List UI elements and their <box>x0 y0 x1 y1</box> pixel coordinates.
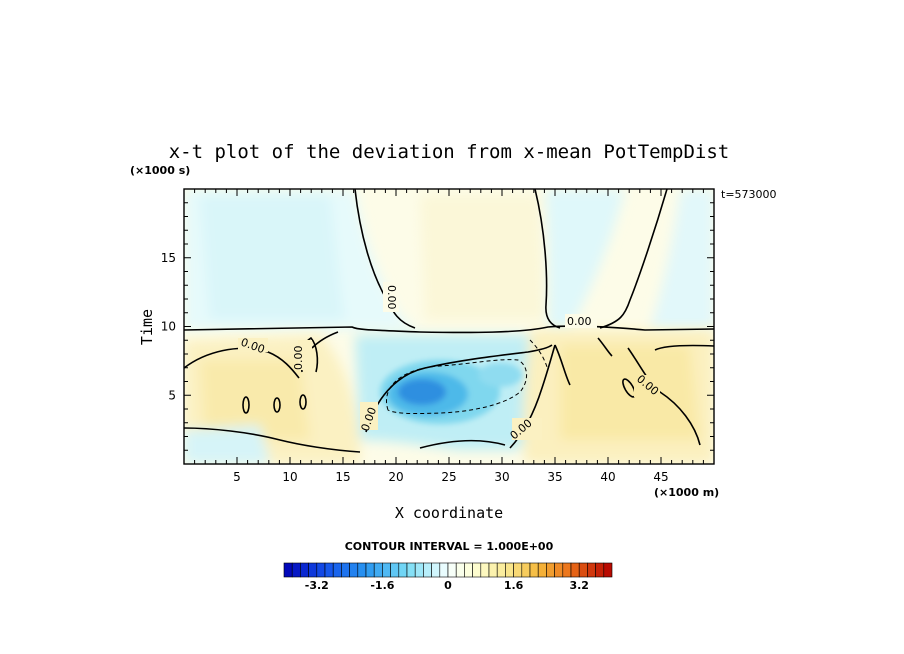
field-upper-right-cold <box>650 189 714 330</box>
x-tick-label: 30 <box>494 470 509 484</box>
colorbar-cell <box>382 562 391 578</box>
x-axis-title: X coordinate <box>395 504 503 522</box>
colorbar-cell <box>513 562 523 578</box>
colorbar-cell <box>390 562 400 578</box>
colorbar-cell <box>505 562 514 578</box>
colorbar-cell <box>373 562 383 578</box>
colorbar-tick-label: -3.2 <box>305 579 329 592</box>
contour-right <box>627 347 701 446</box>
contour-small-ellipse-1 <box>242 396 250 414</box>
colorbar-cell <box>554 562 564 578</box>
colorbar-cell <box>357 562 367 578</box>
colorbar-cell <box>365 562 375 578</box>
colorbar-cell <box>562 562 572 578</box>
contour-mid-vertical <box>554 344 571 386</box>
colorbar-cell <box>529 562 539 578</box>
contour-small-ellipse-2 <box>273 397 281 413</box>
colorbar-cell <box>324 562 334 578</box>
colorbar-cell <box>398 562 408 578</box>
colorbar-cell <box>341 562 350 578</box>
x-tick-label: 25 <box>441 470 456 484</box>
colorbar-cell <box>595 562 605 578</box>
contour-upper-mid-left <box>534 189 561 329</box>
contour-interval-text: CONTOUR INTERVAL = 1.000E+00 <box>345 540 554 553</box>
y-units-label: (×1000 s) <box>130 164 190 177</box>
colorbar-cell <box>455 562 465 578</box>
contour-lower-left-2 <box>311 331 339 349</box>
colorbar-cell <box>349 562 359 578</box>
contour-bottom-left <box>184 427 361 453</box>
colorbar <box>283 562 613 578</box>
x-tick-label: 10 <box>282 470 297 484</box>
colorbar-cell <box>308 562 318 578</box>
contour-label-4: 0.00 <box>292 346 305 371</box>
colorbar-cell <box>300 562 309 578</box>
colorbar-cell <box>603 562 613 578</box>
cold-core-inner <box>398 379 446 405</box>
colorbar-cell <box>537 562 547 578</box>
contour-right-fragment <box>597 337 613 357</box>
field-lower-left-warm-core <box>200 360 310 440</box>
field-lower-right-warm-core <box>560 345 700 440</box>
x-units-label: (×1000 m) <box>654 486 719 499</box>
x-tick-label: 20 <box>388 470 403 484</box>
colorbar-tick-label: 3.2 <box>569 579 589 592</box>
y-axis: 5 10 15 <box>161 202 714 451</box>
contour-label-2: 0.00 <box>567 315 592 328</box>
colorbar-cell <box>447 562 457 578</box>
colorbar-tick-label: 1.6 <box>504 579 524 592</box>
y-tick-label: 15 <box>161 251 176 265</box>
x-tick-label: 40 <box>600 470 615 484</box>
negative-contours <box>386 339 549 415</box>
colorbar-cell <box>332 562 342 578</box>
colorbar-ticks: -3.2 -1.6 0 1.6 3.2 <box>305 579 589 592</box>
colorbar-cell <box>316 562 326 578</box>
field-upper-mid-cold <box>545 189 625 330</box>
contour-cold-pool <box>365 344 553 433</box>
colorbar-cell <box>480 562 490 578</box>
x-axis: 5 10 15 20 25 30 35 40 45 <box>194 189 704 484</box>
colorbar-tick-label: -1.6 <box>370 579 394 592</box>
colorbar-cell <box>283 562 293 578</box>
time-stamp: t=573000 <box>721 188 777 201</box>
chart-title: x-t plot of the deviation from x-mean Po… <box>169 141 730 163</box>
contour-small-ellipse-3 <box>299 394 307 410</box>
colorbar-cell <box>406 562 416 578</box>
colorbar-cell <box>496 562 506 578</box>
contour-bottom <box>419 439 506 449</box>
field-upper-left-cold-core <box>200 195 345 320</box>
field-upper-center-warm <box>420 195 545 320</box>
colorbar-cell <box>439 562 449 578</box>
contour-label-1: 0.00 <box>385 285 398 310</box>
contour-labels: 0.00 0.00 0.00 0.00 0.00 0.00 0.00 <box>238 282 661 442</box>
colorbar-cell <box>472 562 482 578</box>
colorbar-cell <box>521 562 531 578</box>
dashed-contour-right <box>529 339 549 371</box>
colorbar-cell <box>488 562 498 578</box>
y-tick-label: 5 <box>168 388 176 402</box>
colorbar-cell <box>431 562 441 578</box>
x-tick-label: 5 <box>233 470 241 484</box>
dashed-contour-minus-one <box>386 359 527 415</box>
colorbar-cell <box>578 562 588 578</box>
y-axis-title: Time <box>138 309 156 345</box>
colorbar-cell <box>414 562 424 578</box>
y-tick-label: 10 <box>161 320 176 334</box>
colorbar-cell <box>587 562 596 578</box>
x-tick-label: 15 <box>335 470 350 484</box>
x-tick-label: 45 <box>653 470 668 484</box>
heatmap-field: 0.00 0.00 0.00 0.00 0.00 0.00 0.00 <box>184 189 714 464</box>
contour-right-top <box>654 344 714 351</box>
colorbar-cell <box>464 562 473 578</box>
cold-core-tail <box>478 363 522 387</box>
colorbar-cell <box>291 562 301 578</box>
colorbar-tick-label: 0 <box>444 579 452 592</box>
colorbar-cell <box>570 562 580 578</box>
colorbar-cell <box>546 562 555 578</box>
contour-upper-mid-right <box>599 189 668 329</box>
x-tick-label: 35 <box>547 470 562 484</box>
field-bottom-left-cold <box>184 425 270 464</box>
colorbar-cell <box>423 562 432 578</box>
